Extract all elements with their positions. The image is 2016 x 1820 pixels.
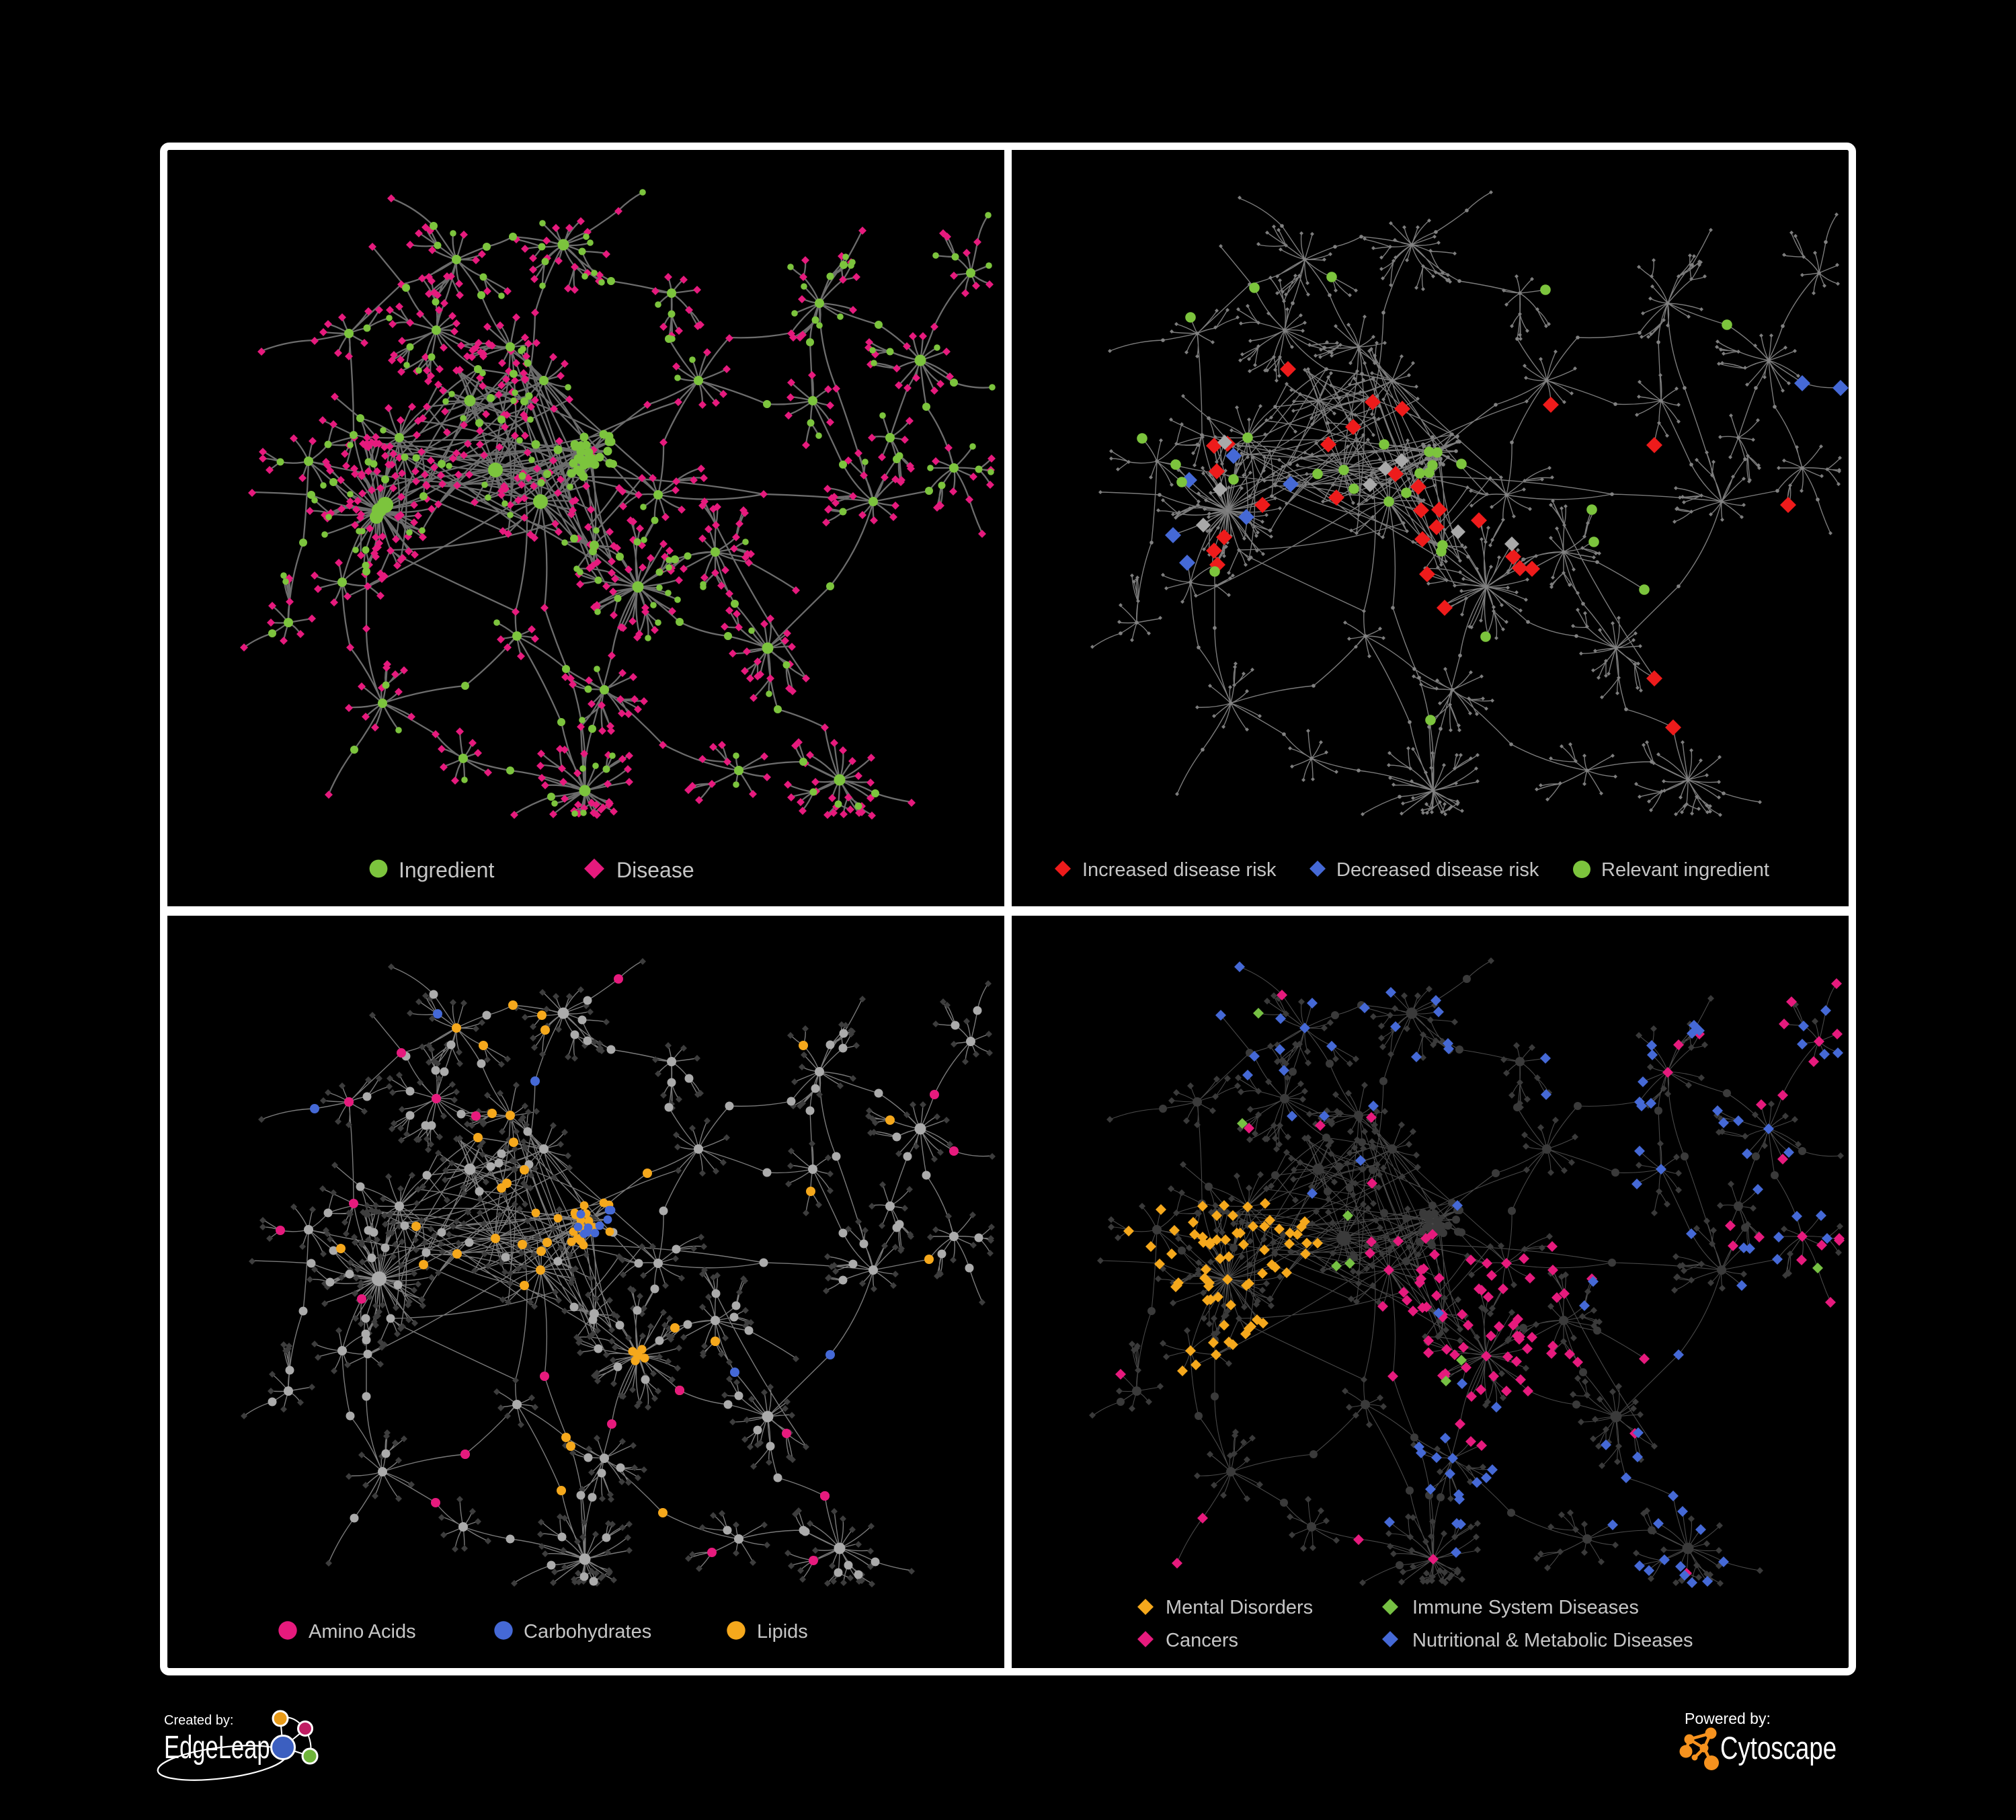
svg-text:Nutritional & Metabolic Diseas: Nutritional & Metabolic Diseases xyxy=(1412,1630,1693,1651)
svg-text:Amino Acids: Amino Acids xyxy=(309,1621,416,1643)
svg-text:Disease: Disease xyxy=(616,858,694,882)
svg-text:Created by:: Created by: xyxy=(164,1713,233,1728)
svg-text:Immune System Diseases: Immune System Diseases xyxy=(1412,1597,1639,1618)
svg-text:Cancers: Cancers xyxy=(1166,1630,1238,1651)
svg-text:Lipids: Lipids xyxy=(757,1621,808,1643)
svg-text:Increased disease risk: Increased disease risk xyxy=(1082,859,1277,881)
svg-text:EdgeLeap: EdgeLeap xyxy=(164,1729,270,1765)
svg-text:Carbohydrates: Carbohydrates xyxy=(524,1621,651,1643)
svg-text:Powered by:: Powered by: xyxy=(1685,1710,1771,1727)
svg-text:Cytoscape: Cytoscape xyxy=(1720,1731,1837,1766)
svg-text:Mental Disorders: Mental Disorders xyxy=(1166,1597,1313,1618)
svg-text:Decreased disease risk: Decreased disease risk xyxy=(1336,859,1539,881)
svg-text:Relevant ingredient: Relevant ingredient xyxy=(1601,859,1769,881)
svg-text:Ingredient: Ingredient xyxy=(399,858,494,882)
